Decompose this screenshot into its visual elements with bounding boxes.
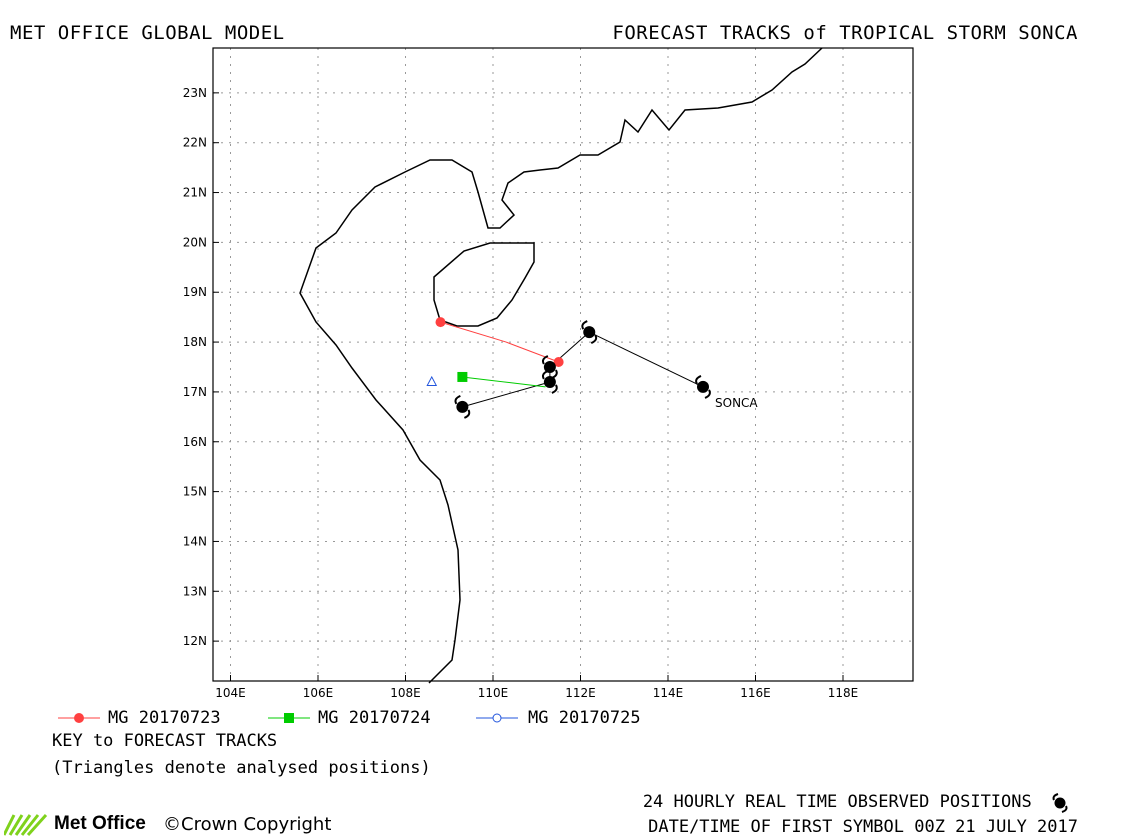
cyclone-symbol-icon [542, 355, 558, 379]
map-grid [213, 48, 913, 681]
y-tick-label: 12N [183, 634, 207, 648]
forecast-point-circle [553, 357, 564, 368]
met-office-logo-icon [4, 813, 48, 837]
y-tick-label: 17N [183, 385, 207, 399]
x-tick-label: 112E [565, 686, 596, 700]
cyclone-symbol-core [543, 375, 556, 388]
observed-positions-text: 24 HOURLY REAL TIME OBSERVED POSITIONS [642, 792, 1032, 812]
y-tick-label: 13N [183, 584, 207, 598]
legend-green-square-icon [268, 713, 310, 723]
y-tick-label: 21N [183, 186, 207, 200]
forecast-track-mg-20170724 [462, 376, 546, 388]
legend-label: MG 20170725 [528, 708, 641, 728]
map-frame [212, 47, 914, 682]
y-tick-label: 18N [183, 335, 207, 349]
met-office-brand-text: Met Office [54, 813, 146, 834]
cyclone-symbol-arm [695, 375, 702, 385]
cyclone-symbol-arm [581, 320, 588, 330]
cyclone-symbol-arm [463, 409, 471, 419]
forecast-track-mg-20170723 [440, 321, 559, 363]
cyclone-symbol-arm [551, 384, 558, 394]
x-tick-label: 110E [478, 686, 509, 700]
cyclone-symbol-icon [542, 370, 558, 394]
y-tick-label: 16N [183, 435, 207, 449]
y-tick-label: 19N [183, 285, 207, 299]
legend-item-mg-20170724: MG 20170724 [266, 708, 476, 728]
track-lines [440, 321, 704, 408]
header-right-title: FORECAST TRACKS of TROPICAL STORM SONCA [612, 22, 1078, 44]
copyright-notice: ©Crown Copyright [163, 814, 332, 835]
legend-blue-circle-icon [476, 713, 518, 723]
legend-item-mg-20170725: MG 20170725 [474, 708, 684, 728]
cyclone-symbol-core [456, 400, 469, 413]
x-tick-label: 114E [653, 686, 684, 700]
storm-name-label: SONCA [715, 396, 758, 410]
cyclone-symbol-core [543, 360, 556, 373]
cyclone-symbol-arm [542, 370, 549, 380]
y-tick-label: 20N [183, 235, 207, 249]
forecast-point-square [457, 371, 468, 382]
track-markers: SONCA [426, 317, 758, 419]
legend-item-mg-20170723: MG 20170723 [52, 708, 262, 728]
analysed-position-triangle [426, 375, 438, 386]
cyclone-symbol-core [697, 380, 709, 393]
cyclone-symbol-arm [704, 389, 711, 399]
cyclone-symbol-icon [695, 375, 711, 399]
observed-positions-label: 24 HOURLY REAL TIME OBSERVED POSITIONS [643, 791, 1078, 813]
cyclone-symbol-icon [1052, 793, 1068, 813]
x-tick-label: 106E [303, 686, 334, 700]
observed-track-line [462, 331, 704, 408]
y-tick-label: 22N [183, 136, 207, 150]
header-left-title: MET OFFICE GLOBAL MODEL [10, 22, 285, 44]
legend-label: MG 20170723 [108, 708, 221, 728]
key-note: (Triangles denote analysed positions) [52, 758, 431, 778]
first-symbol-datetime: DATE/TIME OF FIRST SYMBOL 00Z 21 JULY 20… [648, 817, 1078, 837]
cyclone-symbol-icon [454, 394, 471, 419]
legend-label: MG 20170724 [318, 708, 431, 728]
x-tick-label: 118E [828, 686, 859, 700]
met-office-logo: Met Office [4, 810, 146, 838]
cyclone-symbol-core [583, 326, 596, 339]
coastline-hainan [433, 242, 535, 327]
y-tick-label: 14N [183, 534, 207, 548]
coastline-mainland [299, 47, 823, 684]
y-tick-label: 15N [183, 485, 207, 499]
cyclone-symbol-arm [454, 394, 461, 405]
forecast-point-circle [435, 317, 446, 328]
legend-red-circle-icon [58, 713, 100, 723]
y-tick-label: 23N [183, 86, 207, 100]
x-tick-label: 116E [740, 686, 771, 700]
cyclone-symbol-icon [581, 320, 598, 345]
cyclone-symbol-arm [590, 334, 598, 345]
x-tick-label: 108E [390, 686, 421, 700]
x-tick-label: 104E [215, 686, 246, 700]
axis-ticks: 104E 106E 108E 110E 112E 114E 116E 118E 12N 13N 14… [183, 86, 859, 700]
key-title: KEY to FORECAST TRACKS [52, 731, 278, 751]
cyclone-symbol-arm [542, 355, 549, 365]
